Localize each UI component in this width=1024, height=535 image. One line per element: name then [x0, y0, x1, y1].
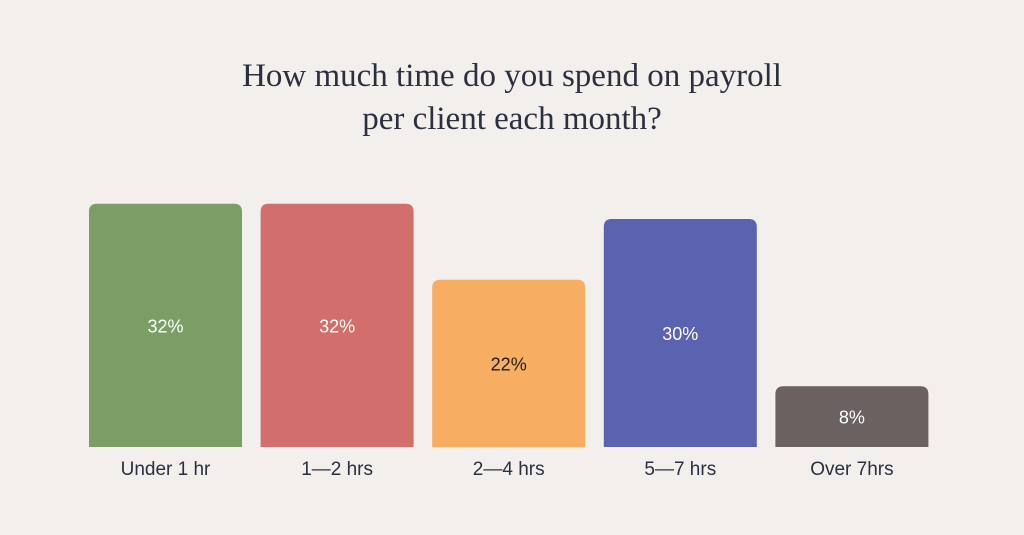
bar: [432, 279, 586, 447]
x-tick-label: 2—4 hrs: [473, 459, 545, 480]
bar: [775, 386, 929, 447]
value-label: 30%: [662, 324, 698, 344]
value-label: 8%: [839, 408, 865, 428]
bar: [89, 203, 242, 447]
value-label: 32%: [319, 316, 355, 336]
bar: [603, 219, 757, 447]
x-tick-label: Under 1 hr: [121, 459, 211, 480]
bar: [260, 203, 414, 447]
chart-title: How much time do you spend on payroll: [242, 58, 782, 94]
x-tick-label: Over 7hrs: [810, 459, 893, 480]
value-label: 22%: [491, 354, 527, 374]
x-tick-label: 5—7 hrs: [644, 459, 716, 480]
chart-title: per client each month?: [362, 101, 662, 137]
x-tick-label: 1—2 hrs: [301, 459, 373, 480]
value-label: 32%: [147, 316, 183, 336]
